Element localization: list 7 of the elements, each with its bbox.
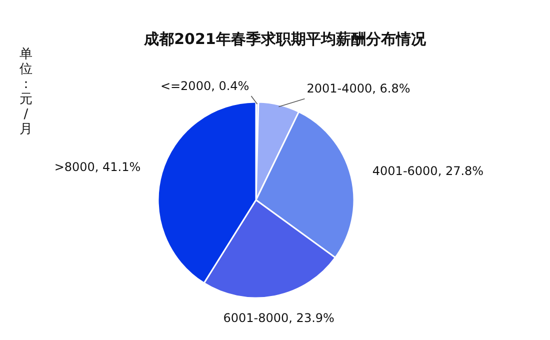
slice-label: >8000, 41.1% [54,160,141,174]
chart-title: 成都2021年春季求职期平均薪酬分布情况 [143,30,427,48]
slice-label: 6001-8000, 23.9% [223,310,334,325]
slice-label: 2001-4000, 6.8% [306,82,410,96]
slice-label: <=2000, 0.4% [160,79,250,94]
text: 单位：元/月 [20,47,32,137]
slice-label: 4001-6000, 27.8% [372,164,484,178]
